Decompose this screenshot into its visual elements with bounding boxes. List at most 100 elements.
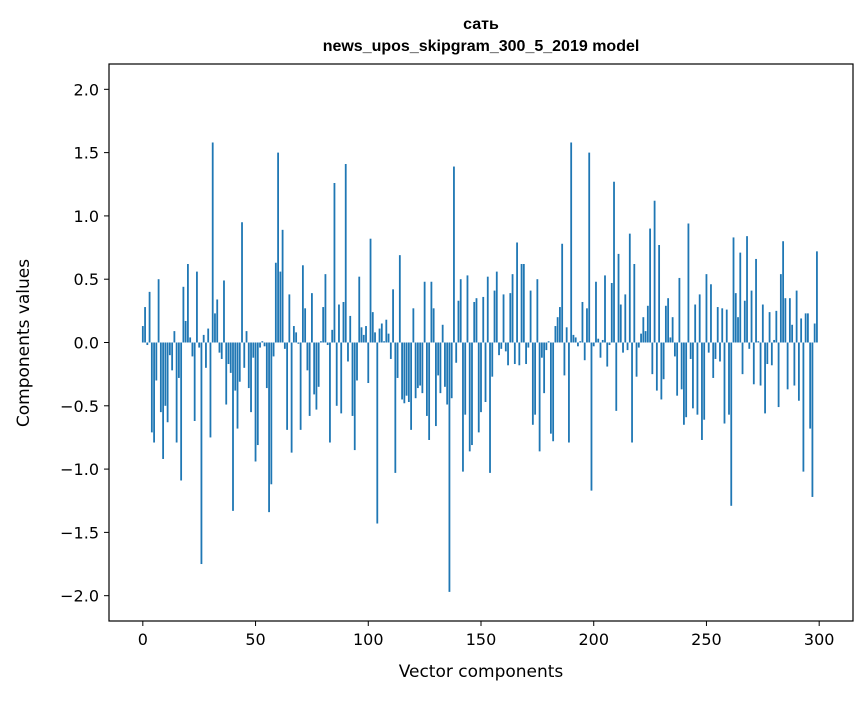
y-tick-label: −2.0 — [60, 587, 99, 606]
y-tick-label: −1.5 — [60, 523, 99, 542]
bar — [509, 293, 512, 343]
bar — [502, 294, 505, 343]
bar — [207, 328, 210, 343]
bar — [164, 342, 167, 406]
bar — [610, 283, 613, 343]
bar — [807, 313, 809, 343]
bar — [689, 342, 692, 359]
bar — [304, 308, 307, 343]
y-tick-label: 1.0 — [74, 207, 99, 226]
bar — [374, 332, 376, 343]
bar — [540, 342, 543, 358]
bar — [545, 342, 548, 351]
bar — [536, 279, 539, 343]
bar — [770, 342, 773, 366]
bar — [367, 342, 370, 384]
bar — [317, 342, 320, 387]
bar — [437, 342, 440, 376]
bar — [500, 342, 503, 349]
bar — [218, 342, 221, 353]
bar — [683, 342, 685, 425]
bar — [710, 284, 712, 343]
bar — [480, 342, 482, 413]
bar — [809, 342, 812, 429]
bar — [572, 334, 575, 343]
y-tick-label: 2.0 — [74, 80, 99, 99]
bar — [446, 342, 449, 405]
bar — [552, 342, 555, 442]
y-tick-label: 0.5 — [74, 270, 99, 289]
bar — [459, 279, 462, 343]
bar — [525, 342, 527, 365]
bar — [752, 342, 755, 385]
bar — [522, 264, 525, 343]
bar — [549, 342, 552, 434]
bar — [577, 342, 579, 347]
bar — [651, 342, 654, 375]
bar — [349, 315, 352, 343]
bar — [554, 326, 557, 343]
bar — [401, 342, 403, 400]
bar — [211, 142, 214, 343]
bar — [493, 290, 496, 343]
bar — [635, 342, 638, 377]
bar — [504, 342, 507, 352]
bar — [592, 342, 595, 347]
bar — [414, 342, 417, 399]
bar — [144, 307, 146, 343]
bar — [455, 342, 458, 363]
bar — [425, 342, 428, 416]
bar — [297, 342, 300, 344]
y-tick-label: 1.5 — [74, 144, 99, 163]
bar — [421, 342, 424, 394]
bar — [398, 255, 401, 343]
bar — [471, 342, 473, 446]
bar — [173, 331, 176, 343]
y-axis-label: Components values — [14, 259, 34, 427]
bar — [189, 337, 192, 343]
bar — [615, 342, 618, 411]
bar — [351, 342, 354, 416]
bar — [171, 342, 174, 371]
bar — [383, 341, 385, 343]
bar — [254, 342, 257, 462]
bar — [340, 342, 343, 414]
bar — [489, 342, 491, 473]
bar — [175, 342, 178, 443]
bar — [342, 301, 345, 343]
bar — [694, 304, 697, 343]
bar — [761, 304, 764, 343]
bar — [168, 342, 171, 356]
bar — [586, 308, 588, 343]
bar — [202, 334, 205, 343]
bar — [606, 342, 609, 367]
bar — [768, 312, 771, 343]
bar — [473, 301, 476, 343]
bar — [362, 334, 365, 343]
bar — [484, 342, 487, 402]
bar — [707, 342, 710, 353]
bar — [329, 342, 331, 443]
bar — [703, 342, 706, 420]
bar — [588, 152, 591, 343]
bar — [225, 342, 228, 405]
bar — [182, 286, 185, 343]
bar — [236, 342, 239, 429]
bar — [696, 342, 699, 415]
bar — [531, 342, 534, 425]
bar — [482, 296, 485, 343]
bar — [543, 342, 546, 394]
bar — [658, 245, 661, 343]
bar — [376, 342, 379, 524]
bar — [403, 342, 406, 404]
bar — [229, 342, 232, 373]
bar — [725, 309, 728, 343]
bar — [534, 342, 537, 415]
bar — [274, 262, 277, 343]
bar — [389, 342, 392, 359]
bar — [141, 326, 144, 343]
bar — [444, 342, 446, 387]
bar — [705, 274, 708, 343]
bar — [162, 342, 165, 459]
